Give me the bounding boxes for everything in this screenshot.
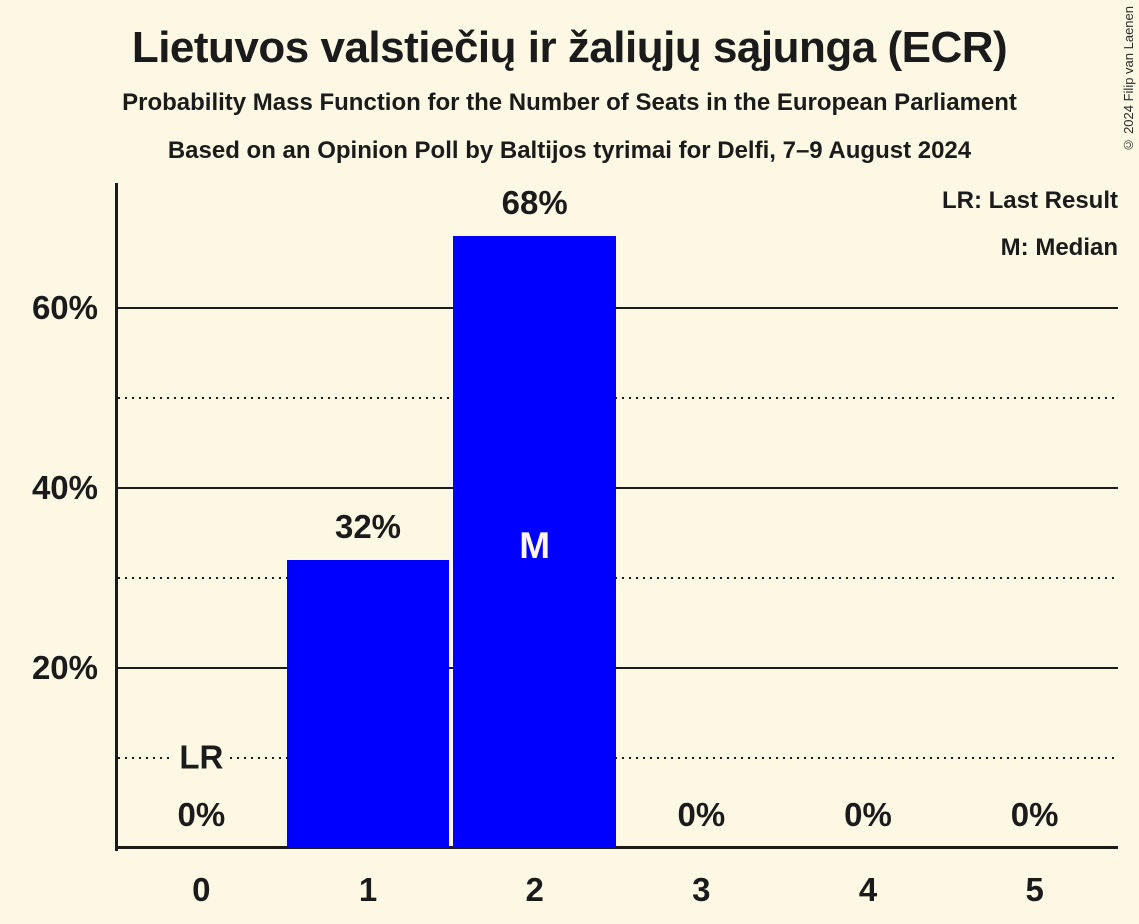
bar-seat-2 xyxy=(453,236,616,848)
gridline-dotted-50 xyxy=(118,397,1118,399)
x-tick-label: 0 xyxy=(192,871,211,908)
y-tick-label: 40% xyxy=(31,469,98,506)
gridline-solid-60 xyxy=(118,307,1118,309)
bar-value-label: 68% xyxy=(501,184,568,221)
legend-median: M: Median xyxy=(1000,234,1118,261)
bar-value-label: 0% xyxy=(177,796,226,833)
chart-subtitle: Probability Mass Function for the Number… xyxy=(122,89,1017,116)
y-tick-label: 20% xyxy=(31,649,98,686)
y-axis-line xyxy=(115,183,118,851)
bar-value-label: 0% xyxy=(844,796,892,833)
bar-value-label: 0% xyxy=(677,796,726,833)
x-tick-label: 3 xyxy=(692,871,711,908)
gridline-dotted-30 xyxy=(118,577,1118,579)
plot-area: LR 0% 0 32% 1 68% 2 0% 3 0% 4 0% 5 M xyxy=(115,183,1118,908)
legend-last-result: LR: Last Result xyxy=(941,187,1118,214)
x-tick-label: 2 xyxy=(525,871,544,908)
gridline-dotted-10 xyxy=(118,757,1118,759)
bar-seat-1 xyxy=(286,560,450,848)
bar-value-label: 0% xyxy=(1010,796,1059,833)
median-label: M xyxy=(519,525,551,566)
gridline-solid-40 xyxy=(118,487,1118,489)
x-tick-label: 1 xyxy=(358,871,378,908)
x-axis-line xyxy=(115,846,1118,849)
gridline-solid-20 xyxy=(118,667,1118,669)
last-result-label: LR xyxy=(174,740,229,776)
y-tick-label: 60% xyxy=(31,289,98,326)
x-tick-label: 4 xyxy=(858,871,878,908)
x-tick-label: 5 xyxy=(1025,871,1044,908)
bar-value-label: 32% xyxy=(334,508,402,545)
chart-subtitle-poll: Based on an Opinion Poll by Baltijos tyr… xyxy=(167,137,972,164)
chart-title: Lietuvos valstiečių ir žaliųjų sąjunga (… xyxy=(131,23,1008,72)
